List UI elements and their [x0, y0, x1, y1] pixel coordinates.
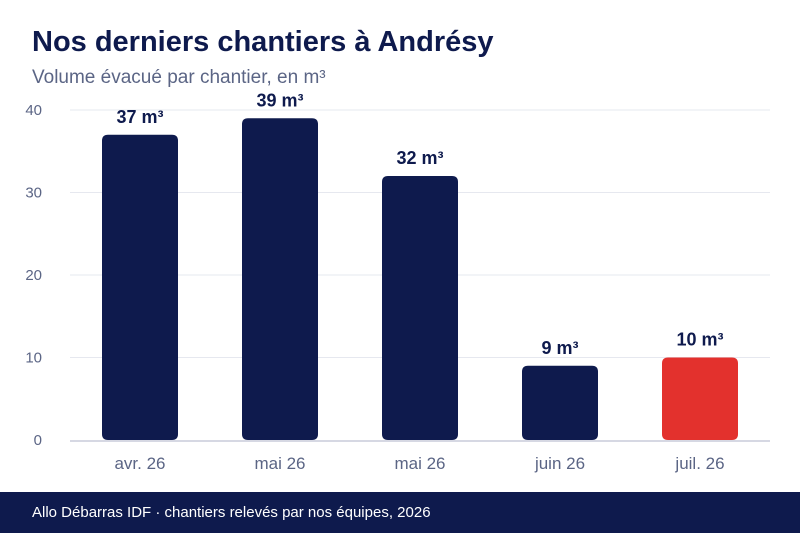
y-tick-label: 0 — [34, 432, 42, 449]
footer-bar: Allo Débarras IDF · chantiers relevés pa… — [0, 492, 800, 533]
x-tick-label: mai 26 — [254, 454, 305, 473]
x-tick-label: avr. 26 — [114, 454, 165, 473]
bar-value-label: 9 m³ — [541, 338, 578, 358]
chart-subtitle: Volume évacué par chantier, en m³ — [32, 67, 326, 88]
x-tick-label: juin 26 — [534, 454, 585, 473]
y-tick-label: 40 — [25, 102, 42, 119]
bar-value-label: 32 m³ — [396, 148, 443, 168]
x-tick-label: juil. 26 — [674, 454, 724, 473]
bar-3 — [382, 176, 458, 440]
y-tick-label: 20 — [25, 267, 42, 284]
bar-value-label: 39 m³ — [256, 90, 303, 110]
y-tick-label: 10 — [25, 350, 42, 367]
bar-value-label: 10 m³ — [676, 330, 723, 350]
bar-5 — [662, 357, 738, 440]
bar-value-label: 37 m³ — [116, 107, 163, 127]
bar-4 — [522, 365, 598, 440]
footer-source: Allo Débarras IDF · chantiers relevés pa… — [32, 504, 431, 521]
y-tick-label: 30 — [25, 185, 42, 202]
chart-title: Nos derniers chantiers à Andrésy — [32, 26, 494, 58]
bar-1 — [102, 134, 178, 440]
bar-2 — [242, 118, 318, 440]
x-tick-label: mai 26 — [394, 454, 445, 473]
bar-chart: 0 10 20 30 40 37 m³ avr. 26 39 m³ mai 26 32 m³ mai… — [25, 90, 770, 473]
